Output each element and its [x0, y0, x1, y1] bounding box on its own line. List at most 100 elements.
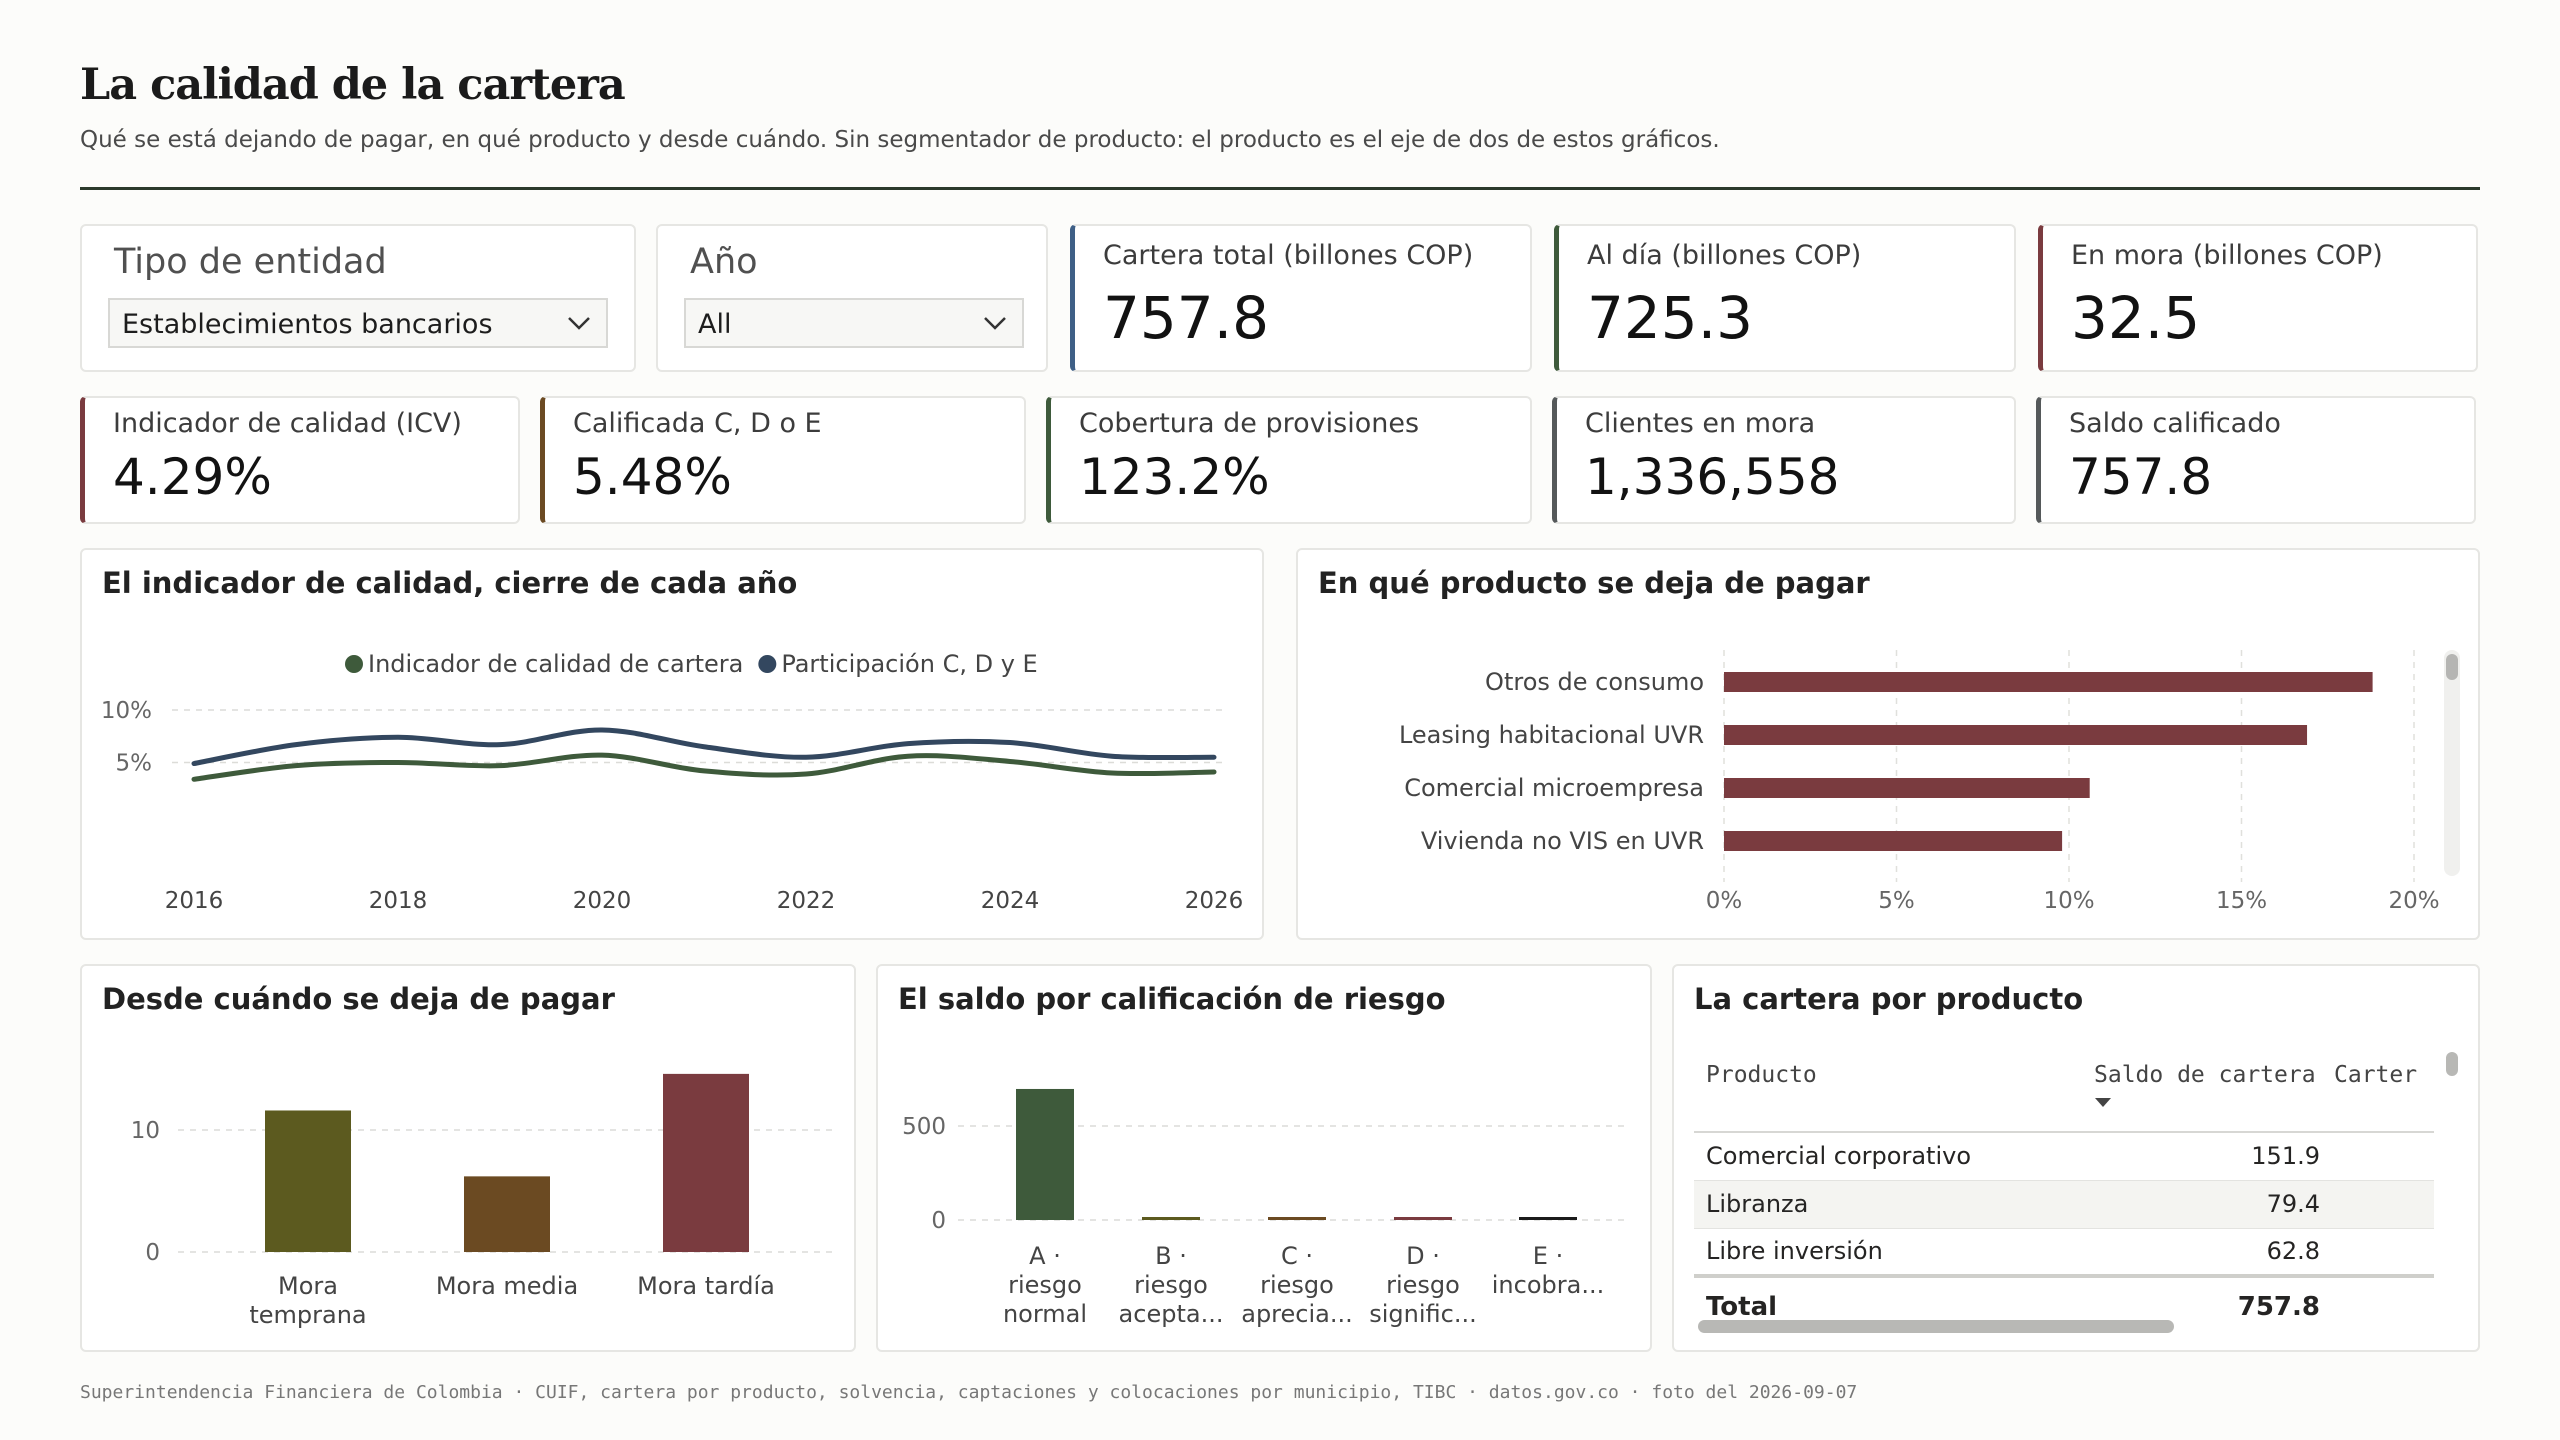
kpi-label: Al día (billones COP)	[1587, 240, 1862, 271]
panel-title: Desde cuándo se deja de pagar	[102, 982, 615, 1016]
kpi-value: 5.48%	[573, 448, 732, 506]
scrollbar-thumb[interactable]	[2446, 654, 2458, 680]
year-dropdown[interactable]: All	[684, 298, 1024, 348]
entity-type-slicer: Tipo de entidad Establecimientos bancari…	[80, 224, 636, 372]
category-label: incobra...	[1492, 1271, 1604, 1299]
x-tick-label: 2020	[573, 888, 632, 914]
cell-cartera	[2334, 1180, 2434, 1229]
table-vertical-scrollbar-thumb[interactable]	[2446, 1052, 2458, 1076]
category-label: Mora	[278, 1272, 338, 1300]
y-tick-label: 0	[145, 1240, 160, 1266]
kpi-label: Indicador de calidad (ICV)	[113, 408, 462, 439]
page-subtitle: Qué se está dejando de pagar, en qué pro…	[80, 127, 1720, 153]
kpi-value: 32.5	[2071, 284, 2201, 352]
year-slicer-title: Año	[690, 242, 758, 282]
kpi-value: 4.29%	[113, 448, 272, 506]
bar	[1519, 1217, 1577, 1220]
category-label: Otros de consumo	[1485, 668, 1704, 696]
y-tick-label: 10%	[101, 698, 152, 724]
product-bar-chart-panel: En qué producto se deja de pagar 0% 5% 10%…	[1296, 548, 2480, 940]
category-label: aprecia...	[1241, 1300, 1353, 1328]
cell-product: Libre inversión	[1694, 1228, 2094, 1277]
year-selected-value: All	[698, 309, 732, 340]
bar	[1724, 831, 2063, 851]
product-table: Producto Saldo de cartera Carter Comerci…	[1694, 1046, 2434, 1336]
kpi-card-saldo-calificado: Saldo calificado 757.8	[2036, 396, 2476, 524]
aging-bar-chart-panel: Desde cuándo se deja de pagar 10 0 Mora tem…	[80, 964, 856, 1352]
page-title: La calidad de la cartera	[80, 60, 626, 110]
category-label: B ·	[1155, 1242, 1187, 1270]
cell-cartera	[2334, 1228, 2434, 1277]
entity-type-slicer-title: Tipo de entidad	[114, 242, 387, 282]
year-slicer: Año All	[656, 224, 1048, 372]
table-header-row: Producto Saldo de cartera Carter	[1694, 1046, 2434, 1133]
legend-label: Indicador de calidad de cartera	[368, 650, 743, 678]
panel-title: El saldo por calificación de riesgo	[898, 982, 1446, 1016]
column-header-saldo[interactable]: Saldo de cartera	[2094, 1046, 2334, 1133]
cell-saldo: 151.9	[2094, 1132, 2334, 1181]
rating-bar-chart-panel: El saldo por calificación de riesgo 500 0…	[876, 964, 1652, 1352]
kpi-card-cartera-total: Cartera total (billones COP) 757.8	[1070, 224, 1532, 372]
kpi-label: En mora (billones COP)	[2071, 240, 2383, 271]
x-tick-label: 15%	[2216, 888, 2267, 914]
panel-title: El indicador de calidad, cierre de cada …	[102, 566, 798, 600]
x-tick-label: 10%	[2043, 888, 2094, 914]
category-label: signific...	[1369, 1300, 1476, 1328]
cell-product: Libranza	[1694, 1180, 2094, 1229]
table-row[interactable]: Comercial corporativo 151.9	[1694, 1132, 2434, 1181]
category-label: Vivienda no VIS en UVR	[1421, 827, 1704, 855]
category-label: Comercial microempresa	[1404, 774, 1704, 802]
x-tick-label: 2026	[1185, 888, 1244, 914]
chevron-down-icon	[568, 317, 590, 330]
legend-label: Participación C, D y E	[781, 650, 1037, 678]
bar	[1724, 778, 2090, 798]
kpi-card-en-mora: En mora (billones COP) 32.5	[2038, 224, 2478, 372]
category-label: normal	[1003, 1300, 1087, 1328]
x-tick-label: 2022	[777, 888, 836, 914]
column-header-producto[interactable]: Producto	[1694, 1046, 2094, 1133]
category-label: riesgo	[1008, 1271, 1082, 1299]
kpi-card-clientes-mora: Clientes en mora 1,336,558	[1552, 396, 2016, 524]
series-line	[191, 727, 1217, 767]
x-tick-label: 2024	[981, 888, 1040, 914]
table-row[interactable]: Libre inversión 62.8	[1694, 1228, 2434, 1277]
bar	[464, 1176, 550, 1252]
bar	[1394, 1217, 1452, 1220]
panel-title: La cartera por producto	[1694, 982, 2084, 1016]
category-label: riesgo	[1260, 1271, 1334, 1299]
x-tick-label: 20%	[2388, 888, 2439, 914]
kpi-card-al-dia: Al día (billones COP) 725.3	[1554, 224, 2016, 372]
y-tick-label: 0	[931, 1208, 946, 1234]
icv-line-chart-panel: El indicador de calidad, cierre de cada …	[80, 548, 1264, 940]
product-bar-chart: 0% 5% 10% 15% 20% Otros de consumo Leasing hab…	[1399, 650, 2440, 914]
x-tick-label: 2016	[165, 888, 224, 914]
kpi-label: Clientes en mora	[1585, 408, 1816, 439]
y-tick-label: 5%	[116, 751, 153, 777]
entity-type-dropdown[interactable]: Establecimientos bancarios	[108, 298, 608, 348]
bar	[1724, 725, 2308, 745]
category-label: riesgo	[1386, 1271, 1460, 1299]
table-horizontal-scrollbar-thumb[interactable]	[1698, 1320, 2174, 1333]
category-label: A ·	[1029, 1242, 1061, 1270]
bar	[265, 1110, 351, 1252]
panel-title: En qué producto se deja de pagar	[1318, 566, 1870, 600]
cell-product: Comercial corporativo	[1694, 1132, 2094, 1181]
chevron-down-icon	[984, 317, 1006, 330]
product-table-panel: La cartera por producto Producto Saldo d…	[1672, 964, 2480, 1352]
column-header-cartera[interactable]: Carter	[2334, 1046, 2434, 1133]
cell-saldo: 79.4	[2094, 1180, 2334, 1229]
category-label: temprana	[249, 1301, 366, 1329]
category-label: acepta...	[1119, 1300, 1224, 1328]
category-label: riesgo	[1134, 1271, 1208, 1299]
vertical-scrollbar[interactable]	[2444, 650, 2460, 876]
table-row[interactable]: Libranza 79.4	[1694, 1180, 2434, 1229]
footer-source: Superintendencia Financiera de Colombia …	[80, 1382, 1858, 1403]
kpi-value: 123.2%	[1079, 448, 1270, 506]
x-tick-label: 0%	[1706, 888, 1743, 914]
cell-cartera	[2334, 1132, 2434, 1181]
category-label: Mora tardía	[637, 1272, 775, 1300]
bar	[663, 1073, 749, 1252]
kpi-card-icv: Indicador de calidad (ICV) 4.29%	[80, 396, 520, 524]
bar	[1724, 672, 2373, 692]
